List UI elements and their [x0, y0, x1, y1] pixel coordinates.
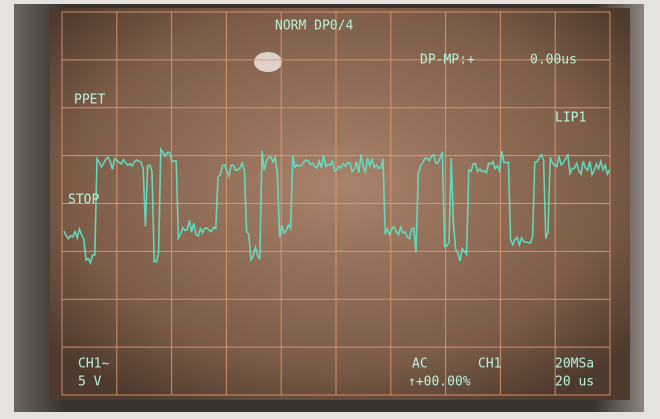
side-label: PPET [74, 93, 105, 108]
time-label: 0.00us [530, 53, 577, 68]
scale-label: 5 V [78, 375, 102, 390]
glare [254, 52, 282, 72]
trace-label: STOP [68, 193, 99, 208]
mode-label: NORM DP0/4 [275, 19, 353, 34]
page: NORM DP0/4 DP-MP:+ 0.00us PPET LIP1 STOP… [0, 0, 660, 419]
offset-label: ↑+00.00% [408, 375, 471, 390]
rate-label: 20MSa [555, 357, 594, 372]
side-label: LIP1 [555, 111, 586, 126]
oscilloscope-photo: NORM DP0/4 DP-MP:+ 0.00us PPET LIP1 STOP… [0, 0, 660, 419]
mode-label: DP-MP:+ [420, 53, 475, 68]
coupling-label: AC [412, 357, 428, 372]
channel-label: CH1~ [78, 357, 109, 372]
timebase-label: 20 us [555, 375, 594, 390]
channel-label: CH1 [478, 357, 501, 372]
